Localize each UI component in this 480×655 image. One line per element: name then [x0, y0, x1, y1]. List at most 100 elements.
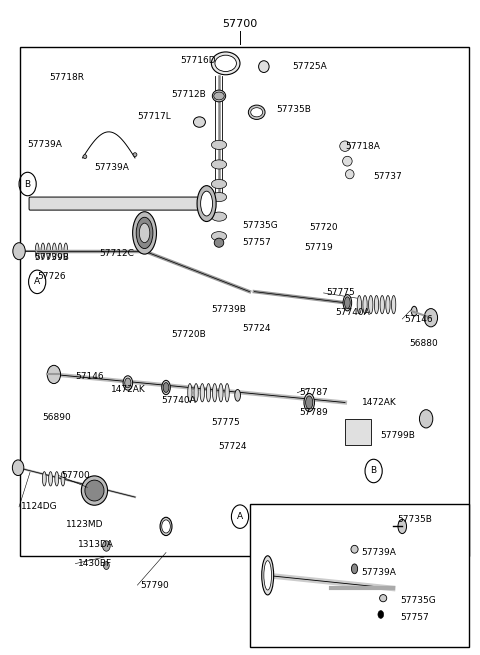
Text: 57717L: 57717L: [137, 112, 171, 121]
Ellipse shape: [64, 243, 68, 259]
Ellipse shape: [162, 381, 170, 395]
Text: 57735G: 57735G: [400, 595, 436, 605]
Text: 57712B: 57712B: [171, 90, 205, 99]
Ellipse shape: [264, 561, 272, 590]
Ellipse shape: [225, 384, 229, 402]
Ellipse shape: [262, 556, 274, 595]
Ellipse shape: [42, 472, 46, 486]
Ellipse shape: [380, 295, 384, 314]
Ellipse shape: [304, 394, 314, 411]
Ellipse shape: [211, 52, 240, 75]
Ellipse shape: [41, 243, 45, 259]
Text: 57146: 57146: [75, 372, 104, 381]
Ellipse shape: [211, 140, 227, 149]
Ellipse shape: [351, 564, 358, 574]
Text: 57146: 57146: [405, 314, 433, 324]
Ellipse shape: [259, 61, 269, 73]
Ellipse shape: [48, 472, 52, 486]
Ellipse shape: [398, 519, 407, 534]
Text: 56880: 56880: [409, 339, 438, 348]
Text: 57718A: 57718A: [345, 141, 380, 151]
Ellipse shape: [380, 595, 387, 602]
Circle shape: [13, 243, 25, 259]
Ellipse shape: [411, 307, 417, 316]
Text: 1472AK: 1472AK: [362, 398, 396, 407]
Text: 57739A: 57739A: [362, 548, 396, 557]
Ellipse shape: [374, 295, 379, 314]
Text: 57740A: 57740A: [161, 396, 196, 405]
Circle shape: [424, 309, 438, 327]
Ellipse shape: [343, 157, 352, 166]
Ellipse shape: [194, 384, 198, 402]
Ellipse shape: [125, 378, 131, 388]
Text: 57775: 57775: [211, 418, 240, 426]
Text: B: B: [24, 179, 31, 189]
Text: 57739A: 57739A: [95, 163, 129, 172]
Text: 57725A: 57725A: [292, 62, 327, 71]
Text: 57787: 57787: [300, 388, 328, 397]
Ellipse shape: [211, 160, 227, 169]
Text: 57726: 57726: [37, 272, 66, 281]
Ellipse shape: [193, 117, 205, 127]
Text: 57789: 57789: [300, 408, 328, 417]
Text: 57720B: 57720B: [171, 330, 205, 339]
Text: 57720: 57720: [309, 223, 338, 233]
Ellipse shape: [61, 472, 65, 486]
Ellipse shape: [251, 107, 263, 117]
Text: 57719: 57719: [304, 244, 333, 252]
Ellipse shape: [163, 383, 169, 392]
Ellipse shape: [206, 384, 211, 402]
Text: 57739B: 57739B: [211, 305, 246, 314]
Text: 57740A: 57740A: [336, 308, 370, 317]
Ellipse shape: [55, 472, 59, 486]
Ellipse shape: [357, 295, 361, 314]
Text: 57735B: 57735B: [276, 105, 311, 113]
Text: 1124DG: 1124DG: [22, 502, 58, 512]
Ellipse shape: [201, 191, 213, 216]
Text: 57712C: 57712C: [99, 250, 134, 258]
Text: 56890: 56890: [42, 413, 71, 422]
Circle shape: [378, 610, 384, 618]
Ellipse shape: [52, 243, 56, 259]
Ellipse shape: [215, 55, 237, 71]
Text: 57737: 57737: [373, 172, 402, 181]
Ellipse shape: [219, 384, 223, 402]
Text: 57735B: 57735B: [397, 515, 432, 525]
Ellipse shape: [214, 92, 224, 100]
Ellipse shape: [188, 384, 192, 402]
Circle shape: [104, 561, 109, 569]
Text: 1472AK: 1472AK: [111, 385, 146, 394]
Ellipse shape: [363, 295, 367, 314]
Text: 1123MD: 1123MD: [66, 520, 103, 529]
Ellipse shape: [162, 520, 170, 533]
Circle shape: [420, 409, 433, 428]
Text: 57757: 57757: [400, 613, 429, 622]
Ellipse shape: [340, 141, 350, 151]
Ellipse shape: [235, 390, 240, 402]
Ellipse shape: [351, 546, 358, 553]
Ellipse shape: [200, 384, 204, 402]
Circle shape: [103, 541, 110, 552]
Text: A: A: [34, 277, 40, 286]
Bar: [21, 47, 469, 556]
Ellipse shape: [214, 238, 224, 248]
Ellipse shape: [248, 105, 265, 119]
Text: 57716D: 57716D: [180, 56, 216, 65]
Bar: [345, 419, 371, 445]
Ellipse shape: [369, 295, 373, 314]
Text: 57700: 57700: [222, 19, 258, 29]
Circle shape: [47, 365, 60, 384]
Text: 57739A: 57739A: [28, 140, 62, 149]
Ellipse shape: [160, 517, 172, 536]
Ellipse shape: [85, 480, 104, 501]
Ellipse shape: [211, 212, 227, 221]
Text: 57700: 57700: [61, 471, 90, 480]
Ellipse shape: [35, 243, 39, 259]
Text: 57790: 57790: [140, 580, 168, 590]
Ellipse shape: [133, 153, 137, 157]
Ellipse shape: [343, 295, 352, 311]
Ellipse shape: [346, 170, 354, 179]
Ellipse shape: [211, 179, 227, 189]
Text: 57735G: 57735G: [242, 221, 278, 230]
Ellipse shape: [211, 193, 227, 202]
